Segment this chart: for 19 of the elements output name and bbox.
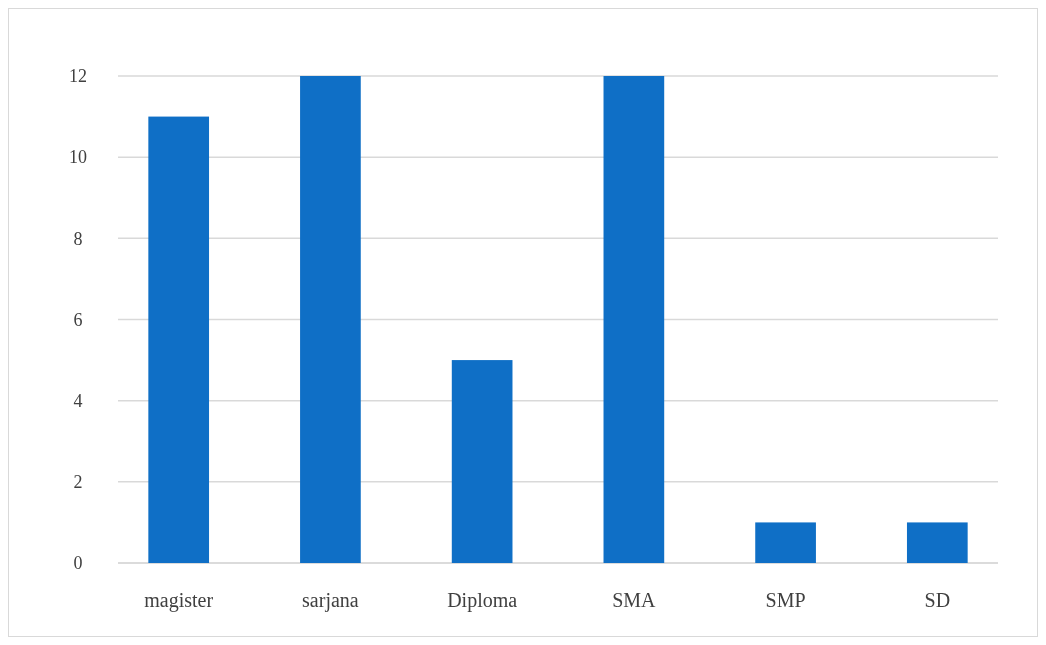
y-tick-label: 8: [73, 228, 83, 249]
x-tick-label: magister: [144, 589, 214, 612]
y-tick-label: 0: [73, 553, 83, 574]
bar: [755, 522, 816, 563]
x-tick-label: SMP: [765, 589, 806, 611]
y-tick-label: 4: [73, 390, 83, 411]
y-tick-label: 12: [69, 66, 87, 87]
y-tick-label: 2: [73, 472, 83, 493]
x-tick-label: Diploma: [447, 589, 518, 612]
x-tick-label: SMA: [612, 589, 657, 611]
bar: [451, 360, 513, 563]
y-tick-label: 10: [69, 147, 87, 168]
bar: [603, 76, 665, 563]
y-tick-label: 6: [73, 309, 83, 330]
x-tick-label: SD: [924, 589, 951, 611]
bar: [148, 116, 210, 563]
bar: [906, 522, 968, 563]
bar: [300, 76, 361, 563]
x-tick-label: sarjana: [302, 589, 359, 612]
